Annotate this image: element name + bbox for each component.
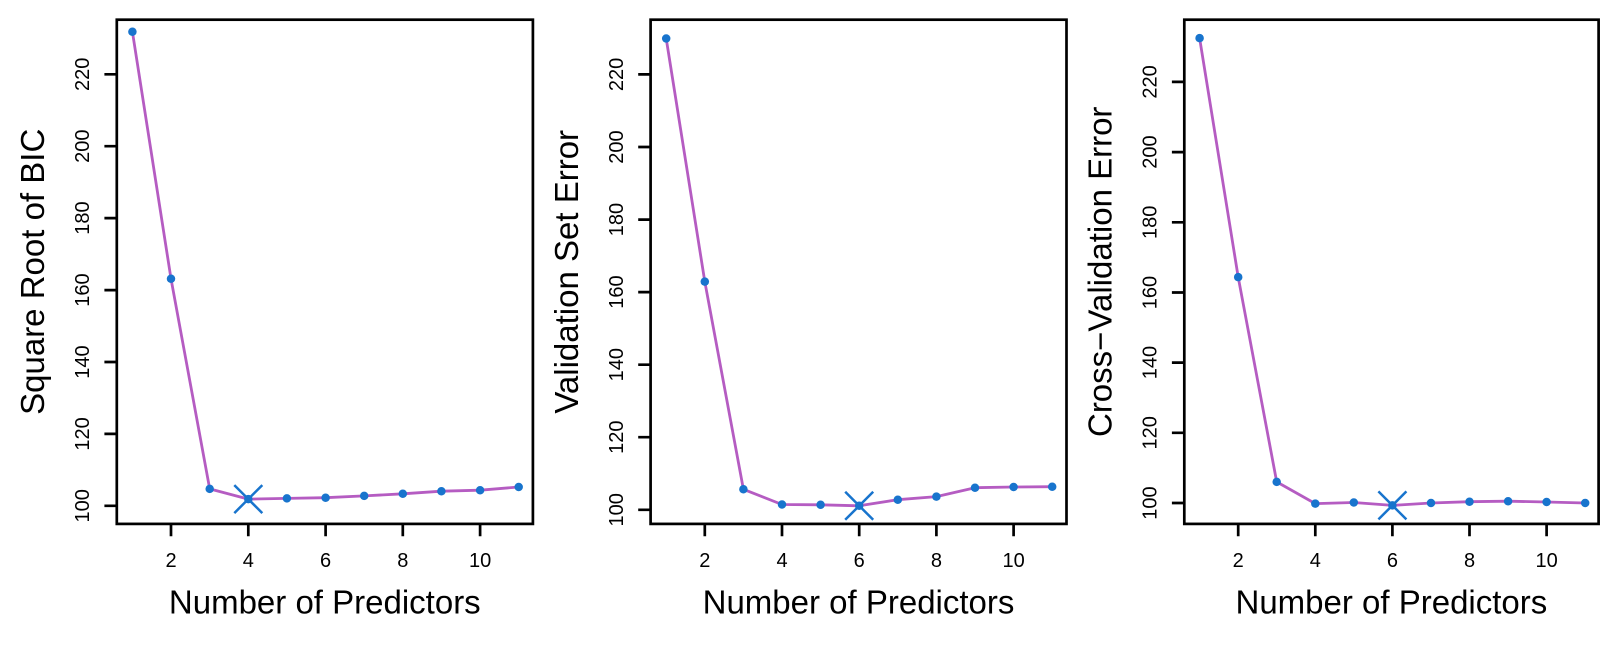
- svg-text:Square Root of BIC: Square Root of BIC: [14, 129, 51, 415]
- svg-text:2: 2: [1233, 550, 1244, 572]
- svg-text:180: 180: [72, 201, 94, 234]
- svg-text:10: 10: [469, 550, 491, 572]
- svg-text:6: 6: [854, 550, 865, 572]
- svg-text:10: 10: [1002, 550, 1024, 572]
- svg-text:200: 200: [606, 130, 628, 163]
- svg-text:4: 4: [776, 550, 787, 572]
- svg-text:4: 4: [243, 550, 254, 572]
- svg-text:100: 100: [606, 493, 628, 526]
- svg-text:Validation Set Error: Validation Set Error: [548, 130, 585, 414]
- svg-text:Number of Predictors: Number of Predictors: [703, 584, 1015, 621]
- svg-text:120: 120: [1140, 416, 1162, 449]
- svg-text:2: 2: [699, 550, 710, 572]
- svg-text:200: 200: [1140, 135, 1162, 168]
- svg-text:Number of Predictors: Number of Predictors: [169, 584, 481, 621]
- svg-text:Number of Predictors: Number of Predictors: [1236, 584, 1548, 621]
- svg-text:120: 120: [72, 417, 94, 450]
- svg-text:200: 200: [72, 130, 94, 163]
- svg-text:10: 10: [1535, 550, 1557, 572]
- svg-text:140: 140: [606, 348, 628, 381]
- svg-text:160: 160: [72, 273, 94, 306]
- svg-text:2: 2: [165, 550, 176, 572]
- svg-text:6: 6: [320, 550, 331, 572]
- svg-text:180: 180: [606, 203, 628, 236]
- svg-text:8: 8: [931, 550, 942, 572]
- svg-text:140: 140: [72, 345, 94, 378]
- svg-text:6: 6: [1387, 550, 1398, 572]
- svg-text:4: 4: [1310, 550, 1321, 572]
- svg-text:8: 8: [1464, 550, 1475, 572]
- svg-text:8: 8: [397, 550, 408, 572]
- svg-text:100: 100: [72, 489, 94, 522]
- svg-text:140: 140: [1140, 346, 1162, 379]
- svg-text:Cross−Validation Error: Cross−Validation Error: [1082, 107, 1119, 437]
- svg-text:220: 220: [606, 58, 628, 91]
- svg-text:220: 220: [72, 58, 94, 91]
- svg-text:180: 180: [1140, 206, 1162, 239]
- svg-text:160: 160: [606, 275, 628, 308]
- svg-text:120: 120: [606, 421, 628, 454]
- svg-text:100: 100: [1140, 486, 1162, 519]
- svg-text:160: 160: [1140, 276, 1162, 309]
- svg-text:220: 220: [1140, 65, 1162, 98]
